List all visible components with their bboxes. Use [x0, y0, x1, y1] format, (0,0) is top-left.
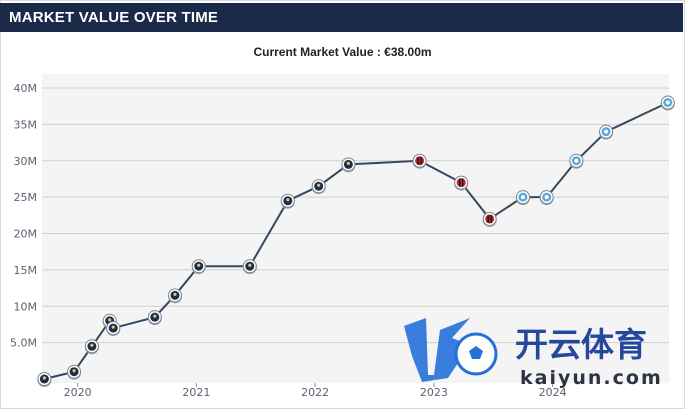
- data-point-city[interactable]: [599, 124, 614, 140]
- y-tick-label: 40M: [14, 82, 38, 95]
- data-point-city[interactable]: [660, 95, 675, 111]
- section-title: MARKET VALUE OVER TIME: [9, 9, 219, 26]
- data-point-brugge[interactable]: [67, 364, 82, 380]
- data-point-brugge[interactable]: [147, 310, 162, 326]
- data-point-brugge[interactable]: [280, 193, 295, 209]
- data-point-brugge[interactable]: [168, 288, 182, 304]
- data-point-city[interactable]: [539, 190, 554, 206]
- crest-center: [197, 263, 201, 267]
- club-crest-icon: [456, 178, 466, 188]
- watermark-brand-en: kaiyun.com: [520, 367, 663, 389]
- soccer-ball-patch: [469, 346, 483, 359]
- data-point-brugge[interactable]: [341, 157, 356, 173]
- grid-lines: [42, 87, 669, 344]
- y-tick-label: 35M: [14, 118, 38, 131]
- watermark-k-icon: [404, 318, 470, 382]
- data-point-milan[interactable]: [412, 153, 427, 169]
- y-tick-label: 20M: [14, 228, 38, 241]
- data-point-city[interactable]: [569, 153, 584, 169]
- x-axis-ticks: 2020 2021 2022 2023 2024: [64, 383, 567, 399]
- data-point-city[interactable]: [515, 190, 530, 206]
- crest-center: [520, 195, 525, 200]
- x-tick-label: 2020: [64, 386, 92, 399]
- y-tick-label: 5.0M: [10, 337, 37, 350]
- crest-center: [90, 343, 94, 347]
- data-point-brugge[interactable]: [191, 259, 206, 275]
- crest-center: [544, 195, 549, 200]
- current-market-value: Current Market Value : €38.00m: [253, 45, 432, 59]
- data-point-brugge[interactable]: [84, 339, 99, 355]
- data-point-brugge[interactable]: [242, 259, 257, 275]
- crest-center: [248, 263, 252, 267]
- club-crest-icon: [485, 214, 495, 224]
- plot-background: [42, 74, 669, 383]
- x-tick-label: 2024: [539, 386, 567, 399]
- x-tick-label: 2022: [301, 386, 329, 399]
- data-point-brugge[interactable]: [37, 372, 52, 388]
- crest-center: [108, 318, 112, 322]
- crest-center: [346, 161, 350, 165]
- y-axis-ticks: 5.0M 10M 15M 20M 25M 30M 35M 40M: [10, 82, 37, 350]
- data-points: [37, 95, 675, 388]
- y-tick-label: 25M: [14, 191, 38, 204]
- crest-center: [665, 100, 670, 105]
- crest-center: [72, 369, 76, 373]
- crest-center: [111, 325, 115, 329]
- watermark-brand-cn: 开云体育: [515, 325, 647, 364]
- section-header: MARKET VALUE OVER TIME: [0, 3, 683, 32]
- y-tick-label: 30M: [14, 155, 38, 168]
- x-tick-label: 2023: [420, 386, 448, 399]
- crest-center: [153, 314, 157, 318]
- data-point-milan[interactable]: [482, 211, 497, 227]
- x-tick-label: 2021: [182, 386, 210, 399]
- watermark-logo: 开云体育 kaiyun.com: [404, 318, 663, 389]
- data-point-milan[interactable]: [454, 175, 469, 191]
- data-point-brugge[interactable]: [311, 179, 326, 195]
- crest-center: [42, 376, 46, 380]
- data-point-brugge[interactable]: [106, 321, 121, 337]
- header-accent: [0, 3, 4, 32]
- club-crest-icon: [415, 156, 425, 166]
- crest-center: [317, 183, 321, 187]
- crest-center: [604, 129, 609, 134]
- crest-center: [574, 158, 579, 163]
- crest-center: [173, 292, 177, 296]
- y-tick-label: 15M: [14, 264, 38, 277]
- y-tick-label: 10M: [14, 300, 38, 313]
- crest-center: [286, 198, 290, 202]
